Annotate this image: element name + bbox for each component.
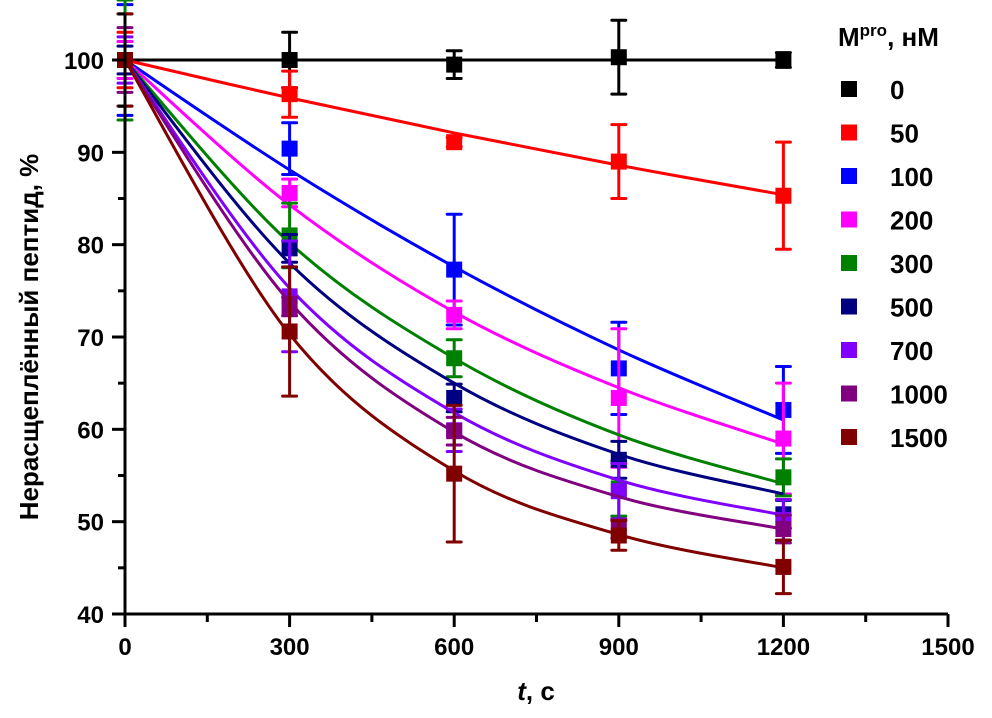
y-tick-label: 100 — [64, 48, 104, 75]
y-tick-label: 70 — [77, 325, 104, 352]
data-point-300 — [775, 469, 792, 486]
data-point-1500 — [281, 323, 298, 340]
legend-label: 500 — [890, 293, 933, 323]
legend-marker — [841, 255, 857, 271]
legend-item-1500: 1500 — [841, 423, 948, 453]
data-point-1000 — [775, 521, 792, 538]
legend-marker — [841, 81, 857, 97]
legend-item-0: 0 — [841, 75, 904, 105]
data-point-200 — [446, 306, 463, 323]
x-ticks: 0 300 600 900 1200 1500 — [118, 614, 975, 661]
data-point-50 — [775, 187, 792, 204]
fit-line-50 — [124, 58, 784, 197]
data-point-50 — [281, 86, 298, 103]
data-point-1500 — [446, 465, 463, 482]
data-point-0 — [281, 52, 298, 68]
legend-items: 0 50 100 200 300 500 700 1000 1500 — [841, 75, 948, 453]
y-tick-label: 40 — [77, 602, 104, 629]
y-tick-label: 60 — [77, 417, 104, 444]
legend-item-500: 500 — [841, 293, 933, 323]
legend-item-1000: 1000 — [841, 380, 948, 410]
legend-item-700: 700 — [841, 336, 933, 366]
x-tick-label: 300 — [270, 634, 310, 661]
fit-line-1500 — [123, 59, 784, 570]
legend-label: 1000 — [890, 380, 948, 410]
legend-marker — [841, 211, 857, 228]
y-tick-label: 90 — [77, 140, 104, 167]
y-tick-label: 80 — [77, 233, 104, 260]
legend-label: 0 — [890, 75, 904, 105]
legend-label: 300 — [890, 249, 933, 279]
legend-marker — [841, 298, 857, 315]
x-tick-label: 0 — [118, 634, 131, 661]
data-point-100 — [281, 140, 298, 157]
legend-title-rest: , нМ — [887, 22, 939, 52]
y-ticks: 40 50 60 70 80 90 100 — [64, 12, 125, 629]
data-point-1500 — [610, 527, 627, 544]
legend-label: 1500 — [890, 423, 948, 453]
legend: Mpro, нМ 0 50 100 200 300 500 700 1000 1500 — [838, 21, 948, 453]
legend-item-100: 100 — [841, 162, 933, 192]
x-axis-title: t, с — [517, 676, 555, 706]
legend-item-200: 200 — [841, 206, 933, 236]
y-axis-title: Нерасщеплённый пептид, % — [14, 154, 44, 521]
legend-item-300: 300 — [841, 249, 933, 279]
legend-marker — [841, 342, 857, 358]
data-point-300 — [446, 350, 463, 367]
legend-title: Mpro, нМ — [838, 21, 939, 52]
legend-label: 50 — [890, 119, 919, 149]
legend-title-main: M — [838, 22, 860, 52]
legend-marker — [841, 168, 857, 184]
x-tick-label: 900 — [599, 634, 639, 661]
series-1500-group — [116, 12, 792, 596]
fit-line-500 — [123, 59, 784, 496]
legend-label: 200 — [890, 206, 933, 236]
legend-marker — [841, 124, 857, 141]
data-point-1500 — [775, 558, 792, 575]
legend-label: 100 — [890, 162, 933, 192]
plot-area — [116, 0, 792, 596]
x-tick-label: 1200 — [757, 634, 810, 661]
legend-label: 700 — [890, 336, 933, 366]
legend-marker — [841, 429, 857, 445]
legend-title-sup: pro — [860, 21, 887, 40]
data-point-100 — [446, 261, 463, 278]
data-point-0 — [446, 56, 463, 73]
data-point-0 — [610, 49, 627, 66]
x-tick-label: 600 — [434, 634, 474, 661]
x-tick-label: 1500 — [921, 634, 974, 661]
x-axis-title-unit: , с — [526, 676, 555, 706]
series-0-group — [116, 12, 792, 108]
data-point-50 — [610, 153, 627, 170]
legend-marker — [841, 385, 857, 402]
data-point-200 — [610, 389, 627, 406]
data-point-50 — [446, 134, 463, 151]
x-axis-title-italic: t — [517, 676, 527, 706]
data-point-500 — [446, 389, 463, 406]
fit-line-1000 — [123, 59, 784, 531]
data-point-0 — [775, 52, 792, 68]
y-tick-label: 50 — [77, 510, 104, 537]
data-point-200 — [775, 430, 792, 447]
data-point-200 — [281, 184, 298, 201]
fit-line-700 — [123, 59, 784, 517]
legend-item-50: 50 — [841, 119, 919, 149]
